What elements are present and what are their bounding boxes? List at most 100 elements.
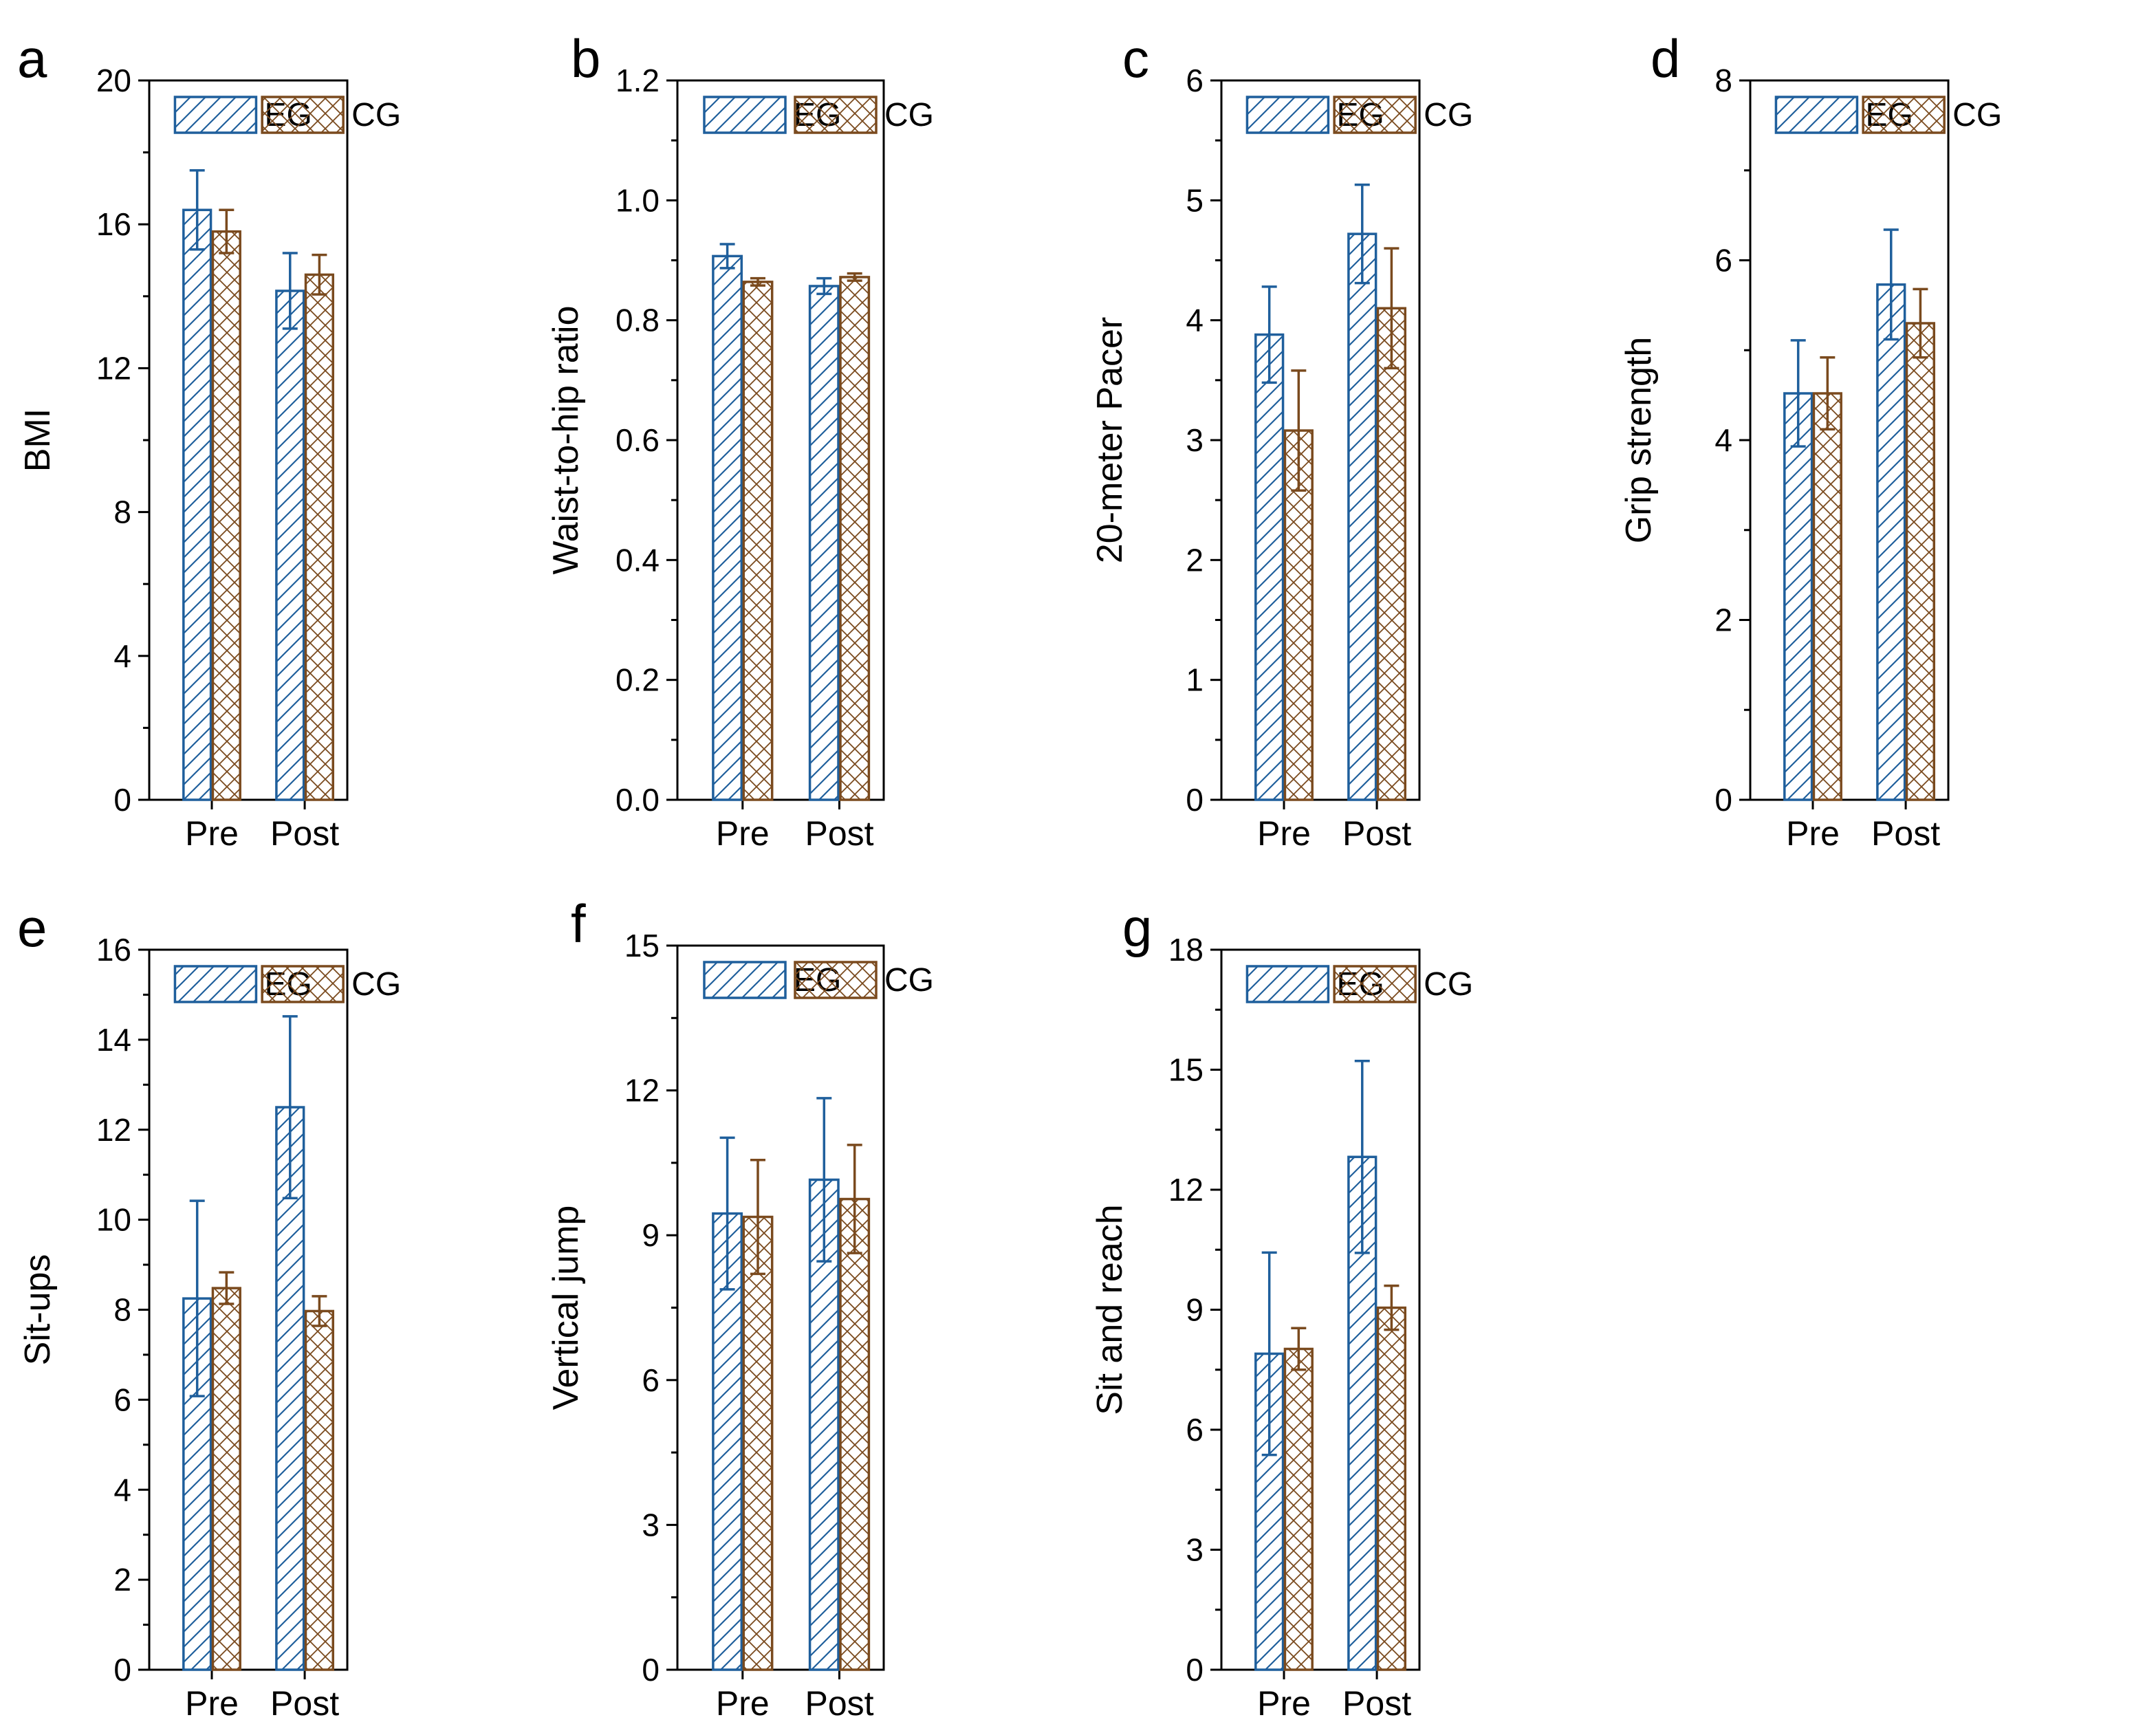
bar-cg-pre	[1283, 429, 1314, 801]
y-tick-label: 6	[642, 1362, 660, 1398]
legend-swatch-eg	[703, 96, 787, 134]
legend: EGCG	[703, 961, 934, 999]
y-tick-label: 4	[113, 638, 131, 674]
panel-label-c: c	[1122, 28, 1149, 89]
legend-swatch-eg	[173, 96, 258, 134]
panel-label-e: e	[17, 897, 47, 958]
x-tick-label: Pre	[716, 814, 770, 853]
y-tick-label: 0	[113, 1652, 131, 1688]
legend-swatch-eg	[1245, 96, 1330, 134]
bar-cg-pre	[1283, 1347, 1314, 1671]
y-tick-label: 4	[1714, 422, 1732, 458]
bar-cg-pre	[742, 281, 774, 801]
y-tick-label: 0.6	[616, 422, 660, 458]
legend: EGCG	[1245, 96, 1473, 134]
x-tick-label: Pre	[185, 814, 239, 853]
y-tick-label: 1.2	[616, 63, 660, 98]
panel-label-f: f	[571, 893, 586, 954]
legend-swatch-cg	[1333, 965, 1417, 1003]
legend-swatch-cg	[794, 96, 878, 134]
y-tick-label: 4	[1186, 303, 1204, 338]
chart-panel-a: a 0 4 8 12 16 20 BMI Pre Post EGCG	[17, 28, 401, 853]
legend-swatch-eg	[173, 965, 258, 1003]
y-tick-label: 12	[1168, 1172, 1204, 1208]
y-tick-label: 9	[1186, 1292, 1204, 1328]
y-axis-title: 20-meter Pacer	[1090, 317, 1130, 563]
bar-cg-post	[1376, 1306, 1407, 1671]
y-tick-label: 16	[96, 206, 131, 242]
x-tick-label: Post	[1871, 814, 1940, 853]
bar-cg-post	[839, 1197, 871, 1671]
legend: EGCG	[703, 96, 934, 134]
x-tick-label: Pre	[185, 1684, 239, 1723]
y-tick-label: 2	[1186, 542, 1204, 578]
legend-swatch-eg	[1774, 96, 1859, 134]
x-tick-label: Pre	[716, 1684, 770, 1723]
bar-eg-post	[275, 290, 305, 801]
bar-cg-pre	[211, 1287, 241, 1671]
x-tick-label: Post	[1342, 1684, 1411, 1723]
legend: EGCG	[173, 96, 401, 134]
y-tick-label: 3	[642, 1507, 660, 1543]
legend-label-cg: CG	[1424, 966, 1473, 1003]
legend-swatch-cg	[1862, 96, 1946, 134]
legend-label-cg: CG	[1952, 97, 2002, 133]
y-tick-label: 1	[1186, 662, 1204, 698]
y-axis-title: Sit-ups	[18, 1254, 58, 1366]
x-tick-label: Pre	[1257, 1684, 1311, 1723]
panel-label-a: a	[17, 28, 47, 89]
bar-eg-pre	[712, 254, 743, 801]
bar-cg-pre	[211, 230, 241, 801]
legend-label-cg: CG	[884, 962, 934, 999]
y-tick-label: 0	[1186, 782, 1204, 818]
x-tick-label: Pre	[1257, 814, 1311, 853]
bar-cg-post	[304, 1309, 335, 1671]
panel-label-b: b	[571, 28, 600, 89]
y-tick-label: 15	[1168, 1052, 1204, 1088]
y-tick-label: 8	[113, 1292, 131, 1328]
chart-panel-b: b 0.0 0.2 0.4 0.6 0.8 1.0 1.2 Waist-to-hip ratio…	[546, 28, 934, 853]
y-tick-label: 0	[1186, 1652, 1204, 1688]
y-tick-label: 12	[96, 350, 131, 386]
y-tick-label: 0.0	[616, 782, 660, 818]
legend-swatch-cg	[1333, 96, 1417, 134]
y-axis-title: BMI	[18, 408, 58, 472]
y-tick-label: 0	[113, 782, 131, 818]
y-axis-title: Vertical jump	[546, 1206, 586, 1410]
legend: EGCG	[1245, 965, 1473, 1003]
chart-panel-g: g 0 3 6 9 12 15 18 Sit and reach Pre Post EGCG	[1090, 897, 1473, 1723]
x-tick-label: Post	[805, 814, 873, 853]
y-tick-label: 20	[96, 63, 131, 98]
chart-panel-c: c 0 1 2 3 4 5 6 20-meter Pacer Pre Post EGCG	[1090, 28, 1473, 853]
chart-panel-f: f 0 3 6 9 12 15 Vertical jump Pre Post EGCG	[546, 893, 934, 1723]
bar-cg-post	[839, 276, 871, 801]
y-axis-title: Grip strength	[1619, 337, 1659, 544]
y-tick-label: 12	[96, 1112, 131, 1148]
bar-cg-post	[1376, 307, 1407, 801]
bar-eg-pre	[182, 208, 213, 801]
y-tick-label: 0.8	[616, 303, 660, 338]
y-tick-label: 16	[96, 932, 131, 968]
y-tick-label: 5	[1186, 182, 1204, 218]
bar-cg-post	[1905, 322, 1936, 801]
legend-label-cg: CG	[1424, 97, 1473, 133]
legend-label-cg: CG	[884, 97, 934, 133]
y-tick-label: 8	[1714, 63, 1732, 98]
y-tick-label: 14	[96, 1022, 131, 1058]
bar-eg-pre	[1254, 333, 1285, 801]
y-tick-label: 6	[1714, 243, 1732, 279]
y-tick-label: 0.2	[616, 662, 660, 698]
legend-label-cg: CG	[351, 97, 401, 133]
y-tick-label: 8	[113, 494, 131, 530]
legend-swatch-eg	[703, 961, 787, 999]
legend: EGCG	[1774, 96, 2002, 134]
x-tick-label: Post	[805, 1684, 873, 1723]
x-tick-label: Pre	[1786, 814, 1840, 853]
legend-swatch-eg	[1245, 965, 1330, 1003]
y-tick-label: 12	[624, 1073, 660, 1109]
legend-label-cg: CG	[351, 966, 401, 1003]
y-tick-label: 4	[113, 1472, 131, 1507]
bar-eg-pre	[1783, 392, 1814, 801]
legend-swatch-cg	[794, 961, 878, 999]
